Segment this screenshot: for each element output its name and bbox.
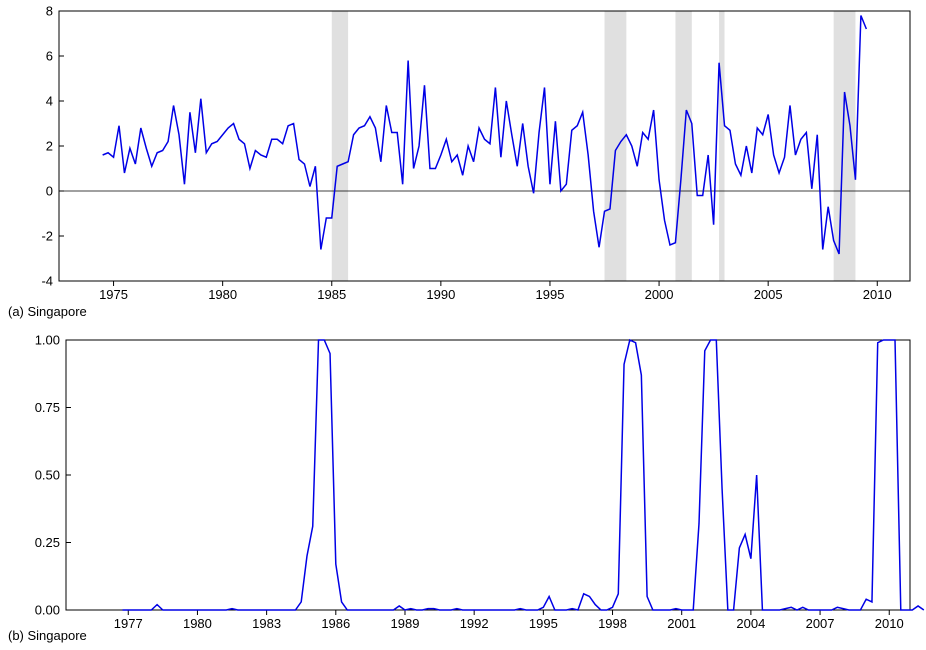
y-tick-label: 4 xyxy=(46,94,53,109)
recession-shading-group xyxy=(331,11,856,281)
x-tick-label: 2010 xyxy=(875,616,904,631)
x-tick-label: 1992 xyxy=(460,616,489,631)
x-tick-label: 2004 xyxy=(736,616,765,631)
x-tick-label: 1995 xyxy=(536,287,565,302)
y-tick-label: -4 xyxy=(41,274,53,289)
x-tick-label: 1980 xyxy=(183,616,212,631)
x-tick-label: 1990 xyxy=(426,287,455,302)
recession-shade xyxy=(604,11,627,281)
recession-shade xyxy=(833,11,856,281)
series-line-probability xyxy=(122,338,925,611)
x-tick-label: 1980 xyxy=(208,287,237,302)
y-tick-label: 0.75 xyxy=(35,400,60,415)
x-axis-ticks: 1977 1980 1983 1986 1989 1992 1995 1998 2001 2004… xyxy=(114,610,904,631)
panel-caption: (a) Singapore xyxy=(8,304,87,319)
y-tick-label: 1.00 xyxy=(35,333,60,348)
panel-b-singapore-probability: 0.00 0.25 0.50 0.75 1.00 1977 1980 1983 1986 198… xyxy=(8,333,925,643)
plot-area-frame xyxy=(65,339,911,611)
series-line-growth xyxy=(102,15,868,255)
y-tick-label: 2 xyxy=(46,139,53,154)
y-axis-ticks: -4 -2 0 2 4 6 8 xyxy=(41,4,64,289)
y-tick-label: 6 xyxy=(46,49,53,64)
recession-shade xyxy=(331,11,349,281)
panel-a-singapore-growth: -4 -2 0 2 4 6 8 1975 1980 1985 1990 1995 2000 2005 20… xyxy=(8,4,911,319)
x-axis-ticks: 1975 1980 1985 1990 1995 2000 2005 2010 xyxy=(99,281,892,302)
x-tick-label: 2007 xyxy=(806,616,835,631)
y-axis-ticks: 0.00 0.25 0.50 0.75 1.00 xyxy=(35,333,71,618)
y-tick-label: 0 xyxy=(46,184,53,199)
y-tick-label: -2 xyxy=(41,229,53,244)
x-tick-label: 2005 xyxy=(754,287,783,302)
x-tick-label: 1977 xyxy=(114,616,143,631)
x-tick-label: 2001 xyxy=(667,616,696,631)
panel-caption: (b) Singapore xyxy=(8,628,87,643)
x-tick-label: 1985 xyxy=(317,287,346,302)
x-tick-label: 2000 xyxy=(645,287,674,302)
x-tick-label: 1983 xyxy=(252,616,281,631)
x-tick-label: 1975 xyxy=(99,287,128,302)
x-tick-label: 2010 xyxy=(863,287,892,302)
x-tick-label: 1995 xyxy=(529,616,558,631)
x-tick-label: 1986 xyxy=(321,616,350,631)
y-tick-label: 8 xyxy=(46,4,53,19)
x-tick-label: 1989 xyxy=(391,616,420,631)
y-tick-label: 0.00 xyxy=(35,603,60,618)
y-tick-label: 0.25 xyxy=(35,535,60,550)
y-tick-label: 0.50 xyxy=(35,468,60,483)
recession-shade xyxy=(719,11,725,281)
x-tick-label: 1998 xyxy=(598,616,627,631)
